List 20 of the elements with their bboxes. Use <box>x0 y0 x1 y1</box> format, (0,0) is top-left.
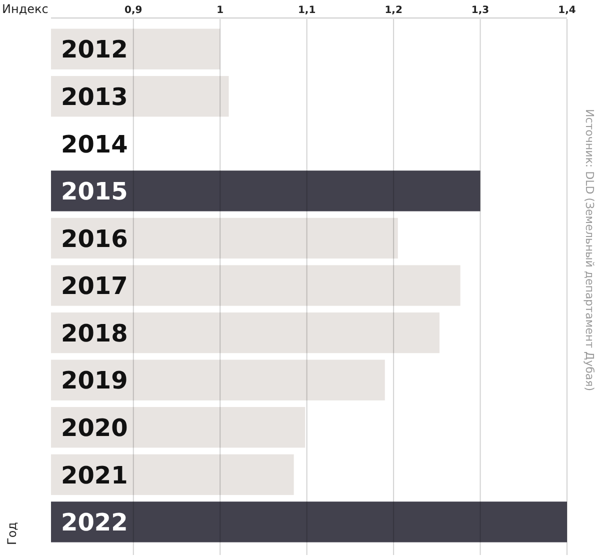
y-tick-label: 2014 <box>61 130 128 158</box>
y-tick-label: 2021 <box>61 461 128 490</box>
text: Источник: DLD (Земельный департамент Дубая) <box>583 108 596 392</box>
x-tick-label: 1,2 <box>384 5 402 16</box>
x-tick-label: 0,9 <box>124 5 142 16</box>
x-tick-label: 1,1 <box>298 5 316 16</box>
y-tick-label: 2022 <box>61 508 128 537</box>
y-tick-label: 2020 <box>61 414 128 442</box>
y-tick-label: 2013 <box>61 82 128 111</box>
x-tick-label: 1,4 <box>558 5 576 16</box>
y-tick-label: 2012 <box>61 36 128 64</box>
y-axis-title: Год <box>5 522 19 545</box>
y-tick-label: 2017 <box>61 272 128 300</box>
y-tick-label: 2015 <box>61 178 128 206</box>
y-tick-label: 2016 <box>61 224 128 253</box>
x-axis-title: Индекс <box>2 2 48 16</box>
y-tick-label: 2019 <box>61 366 128 395</box>
x-tick-label: 1,3 <box>471 5 490 16</box>
y-tick-label: 2018 <box>61 319 128 348</box>
x-tick-label: 1 <box>216 5 224 16</box>
